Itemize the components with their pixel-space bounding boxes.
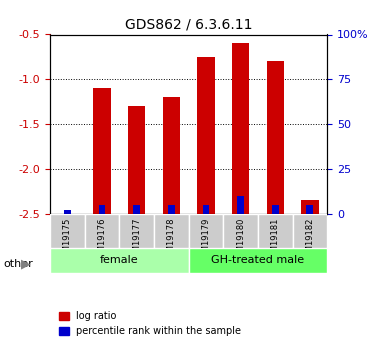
Text: GSM19177: GSM19177 [132,217,141,263]
FancyBboxPatch shape [223,214,258,248]
FancyBboxPatch shape [50,214,85,248]
Bar [301,200,318,214]
Bar [306,205,313,214]
FancyBboxPatch shape [50,248,189,273]
Text: GSM19180: GSM19180 [236,217,245,263]
Bar [128,106,145,214]
FancyBboxPatch shape [85,214,119,248]
FancyBboxPatch shape [189,248,327,273]
Text: GSM19176: GSM19176 [97,217,107,263]
FancyBboxPatch shape [293,214,327,248]
Bar [203,205,209,214]
FancyBboxPatch shape [154,214,189,248]
Bar [93,88,111,214]
FancyBboxPatch shape [258,214,293,248]
Text: female: female [100,256,139,265]
Bar [133,205,140,214]
FancyBboxPatch shape [119,214,154,248]
Bar [232,43,249,214]
Text: ▶: ▶ [21,257,31,270]
Text: GSM19175: GSM19175 [63,217,72,263]
Bar [272,205,279,214]
Title: GDS862 / 6.3.6.11: GDS862 / 6.3.6.11 [125,18,253,32]
Bar [162,97,180,214]
Text: GH-treated male: GH-treated male [211,256,305,265]
Text: other: other [4,259,33,269]
Text: GSM19181: GSM19181 [271,217,280,263]
Bar [99,205,105,214]
Text: GSM19182: GSM19182 [305,217,315,263]
Bar [64,210,71,214]
Text: GSM19179: GSM19179 [201,217,211,263]
Bar [197,57,215,214]
Text: GSM19178: GSM19178 [167,217,176,263]
Bar [237,196,244,214]
Bar [266,61,284,214]
Bar [168,205,175,214]
FancyBboxPatch shape [189,214,223,248]
Legend: log ratio, percentile rank within the sample: log ratio, percentile rank within the sa… [55,307,245,340]
